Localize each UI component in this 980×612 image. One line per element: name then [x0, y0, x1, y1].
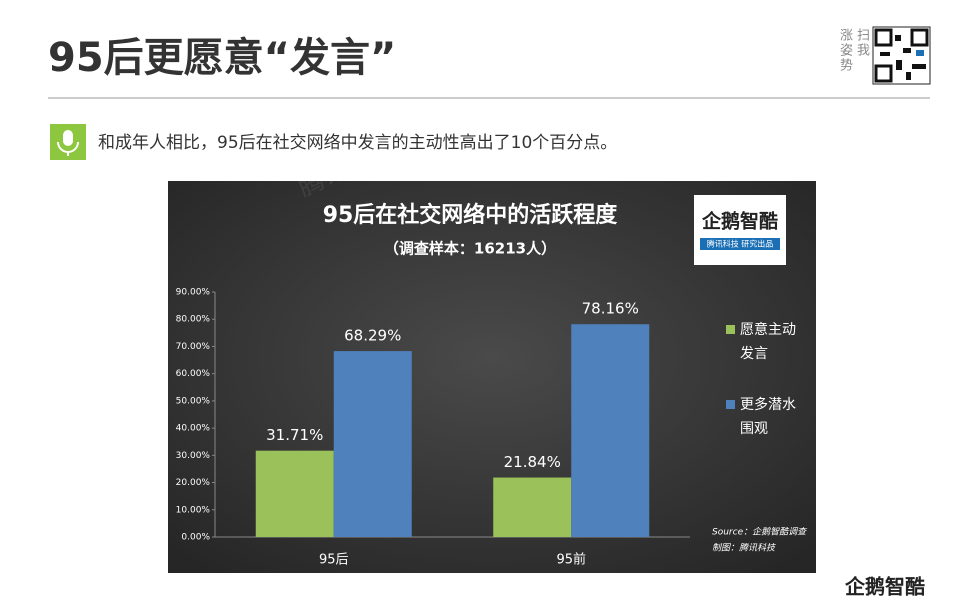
y-tick-label: 30.00% — [176, 451, 211, 461]
data-label: 21.84% — [504, 453, 561, 471]
bar — [333, 351, 412, 537]
legend-swatch — [726, 325, 735, 334]
y-tick-label: 40.00% — [176, 424, 211, 434]
y-tick-label: 90.00% — [176, 288, 211, 298]
legend-swatch — [726, 400, 735, 409]
chart-title: 95后在社交网络中的活跃程度 — [323, 202, 619, 228]
chart-subtitle: （调查样本：16213人） — [384, 240, 556, 258]
mic-icon — [50, 124, 86, 160]
logo-tagline: 腾讯科技 研究出品 — [707, 239, 774, 249]
qr-caption: 扫我 — [854, 28, 869, 58]
bar — [493, 477, 572, 537]
legend-label: 愿意主动发言 — [740, 322, 796, 362]
y-tick-label: 80.00% — [176, 315, 211, 325]
qr-code — [872, 26, 931, 85]
legend-entry: 更多潜水围观 — [726, 393, 806, 441]
data-label: 68.29% — [344, 327, 401, 345]
logo-name: 企鹅智酷 — [701, 210, 778, 233]
data-label: 78.16% — [582, 300, 639, 318]
legend-entry: 愿意主动发言 — [726, 318, 806, 366]
watermark: 腾讯科技 — [823, 222, 930, 293]
y-tick-label: 70.00% — [176, 342, 211, 352]
y-tick-label: 60.00% — [176, 369, 211, 379]
y-tick-label: 10.00% — [176, 505, 211, 515]
legend-label: 更多潜水围观 — [740, 397, 796, 437]
x-tick-label: 95后 — [319, 553, 349, 568]
bar — [571, 324, 650, 537]
y-tick-label: 20.00% — [176, 478, 211, 488]
watermark: 腾讯科技 — [63, 352, 170, 423]
y-tick-label: 50.00% — [176, 396, 211, 406]
credit: 制图：腾讯科技 — [712, 543, 776, 554]
source: Source：企鹅智酷调查 — [712, 527, 808, 538]
qr-caption: 涨姿势 — [837, 28, 852, 73]
footer-logo: 企鹅智酷 — [844, 575, 925, 599]
x-tick-label: 95前 — [556, 552, 586, 568]
logo-band — [700, 238, 780, 250]
logo-box — [694, 195, 786, 265]
page-title: 95后更愿意“发言” — [48, 35, 396, 81]
bar — [255, 450, 334, 537]
y-tick-label: 0.00% — [181, 533, 210, 543]
data-label: 31.71% — [266, 426, 323, 444]
subtitle: 和成年人相比，95后在社交网络中发言的主动性高出了10个百分点。 — [98, 133, 617, 153]
